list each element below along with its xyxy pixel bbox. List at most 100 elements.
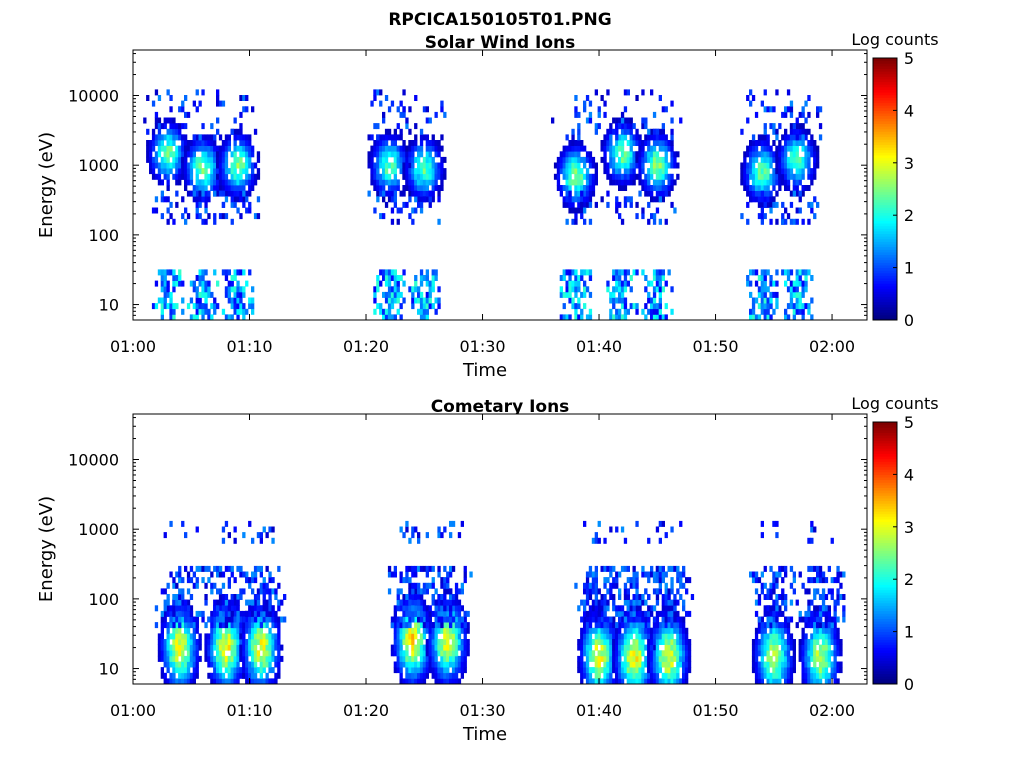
heatmap-cell [819, 673, 822, 679]
heatmap-cell [635, 662, 638, 668]
heatmap-cell [420, 617, 423, 623]
heatmap-cell [257, 174, 260, 180]
heatmap-cell [819, 577, 822, 583]
heatmap-cell [621, 140, 624, 146]
heatmap-cell [624, 196, 627, 202]
heatmap-cell [810, 600, 813, 606]
heatmap-cell [268, 639, 271, 645]
heatmap-cell [443, 527, 446, 533]
heatmap-cell [370, 174, 373, 180]
heatmap-cell [761, 633, 764, 639]
heatmap-cell [609, 174, 612, 180]
heatmap-cell [368, 163, 371, 169]
heatmap-cell [755, 196, 758, 202]
heatmap-cell [682, 566, 685, 572]
heatmap-cell [411, 303, 414, 309]
heatmap-cell [656, 185, 659, 191]
heatmap-cell [169, 123, 172, 129]
heatmap-cell [257, 628, 260, 634]
heatmap-cell [685, 667, 688, 673]
heatmap-cell [172, 662, 175, 668]
heatmap-cell [650, 662, 653, 668]
heatmap-cell [464, 639, 467, 645]
heatmap-cell [615, 208, 618, 214]
heatmap-cell [635, 645, 638, 651]
heatmap-cell [764, 146, 767, 152]
heatmap-cell [586, 179, 589, 185]
heatmap-cell [662, 673, 665, 679]
heatmap-cell [665, 600, 668, 606]
heatmap-cell [158, 163, 161, 169]
heatmap-cell [207, 292, 210, 298]
heatmap-cell [685, 639, 688, 645]
heatmap-cell [842, 617, 845, 623]
x-tick-label: 01:10 [226, 337, 272, 356]
heatmap-cell [231, 600, 234, 606]
heatmap-cell [755, 611, 758, 617]
heatmap-cell [207, 577, 210, 583]
heatmap-cell [248, 191, 251, 197]
heatmap-cell [219, 157, 222, 163]
y-tick-label: 10000 [68, 87, 119, 106]
heatmap-cell [618, 628, 621, 634]
heatmap-cell [225, 645, 228, 651]
heatmap-cell [685, 650, 688, 656]
heatmap-cell [589, 611, 592, 617]
heatmap-cell [615, 611, 618, 617]
heatmap-cell [199, 101, 202, 107]
heatmap-cell [813, 628, 816, 634]
heatmap-cell [426, 157, 429, 163]
heatmap-cell [201, 617, 204, 623]
heatmap-cell [592, 650, 595, 656]
heatmap-cell [420, 594, 423, 600]
heatmap-cell [615, 633, 618, 639]
heatmap-cell [676, 656, 679, 662]
heatmap-cell [618, 179, 621, 185]
heatmap-cell [274, 594, 277, 600]
heatmap-cell [201, 269, 204, 275]
heatmap-cell [627, 673, 630, 679]
heatmap-cell [638, 639, 641, 645]
heatmap-cell [799, 208, 802, 214]
heatmap-cell [802, 191, 805, 197]
heatmap-cell [609, 179, 612, 185]
heatmap-cell [601, 140, 604, 146]
heatmap-cell [778, 650, 781, 656]
heatmap-cell [254, 628, 257, 634]
heatmap-cell [437, 527, 440, 533]
heatmap-cell [263, 605, 266, 611]
heatmap-cell [231, 298, 234, 304]
heatmap-cell [662, 286, 665, 292]
heatmap-cell [650, 611, 653, 617]
heatmap-cell [204, 566, 207, 572]
heatmap-cell [598, 617, 601, 623]
heatmap-cell [787, 667, 790, 673]
heatmap-cell [394, 566, 397, 572]
heatmap-cell [609, 617, 612, 623]
heatmap-cell [586, 588, 589, 594]
heatmap-cell [665, 588, 668, 594]
heatmap-cell [196, 566, 199, 572]
heatmap-cell [580, 146, 583, 152]
heatmap-cell [775, 89, 778, 95]
heatmap-cell [807, 174, 810, 180]
heatmap-cell [216, 628, 219, 634]
heatmap-cell [834, 611, 837, 617]
heatmap-cell [764, 292, 767, 298]
heatmap-cell [566, 219, 569, 225]
heatmap-cell [234, 168, 237, 174]
heatmap-cell [621, 174, 624, 180]
heatmap-cell [828, 622, 831, 628]
heatmap-cell [414, 611, 417, 617]
heatmap-cell [222, 101, 225, 107]
heatmap-cell [563, 163, 566, 169]
heatmap-cell [234, 118, 237, 124]
heatmap-cell [647, 151, 650, 157]
heatmap-cell [790, 134, 793, 140]
heatmap-cell [749, 101, 752, 107]
heatmap-cell [589, 656, 592, 662]
heatmap-cell [429, 566, 432, 572]
heatmap-cell [813, 577, 816, 583]
heatmap-cell [775, 129, 778, 135]
heatmap-cell [201, 179, 204, 185]
